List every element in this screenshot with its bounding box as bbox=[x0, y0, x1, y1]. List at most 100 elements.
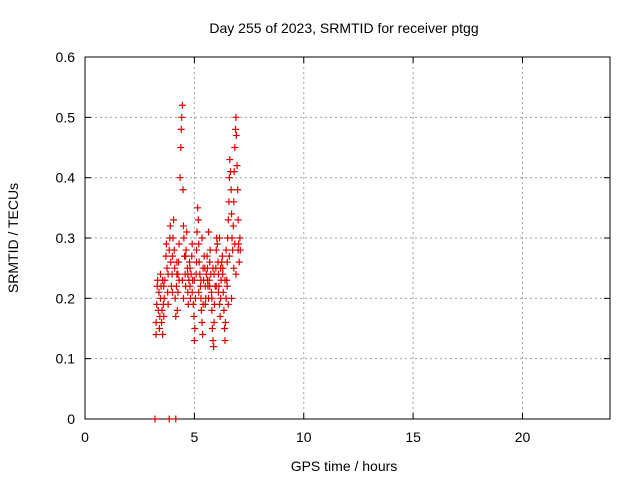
data-point bbox=[212, 246, 220, 254]
data-point bbox=[178, 113, 186, 121]
data-point bbox=[210, 318, 218, 326]
data-point bbox=[178, 276, 186, 284]
data-point bbox=[221, 337, 229, 345]
data-point bbox=[212, 282, 220, 290]
data-point bbox=[209, 264, 217, 272]
data-point bbox=[189, 300, 197, 308]
data-point bbox=[176, 174, 184, 182]
y-tick-label: 0.1 bbox=[56, 351, 76, 367]
data-point bbox=[171, 264, 179, 272]
data-point bbox=[235, 258, 243, 266]
data-point bbox=[179, 294, 187, 302]
data-point bbox=[164, 300, 172, 308]
y-tick-label: 0.3 bbox=[56, 230, 76, 246]
y-tick-label: 0.2 bbox=[56, 290, 76, 306]
data-point bbox=[206, 282, 214, 290]
data-point bbox=[230, 168, 238, 176]
data-point bbox=[226, 156, 234, 164]
data-point bbox=[178, 101, 186, 109]
data-point bbox=[203, 252, 211, 260]
y-tick-label: 0.4 bbox=[56, 170, 76, 186]
data-point bbox=[210, 270, 218, 278]
data-point bbox=[165, 415, 173, 423]
data-point bbox=[177, 125, 185, 133]
y-tick-label: 0 bbox=[67, 411, 75, 427]
data-point bbox=[208, 325, 216, 332]
data-point bbox=[236, 234, 244, 242]
x-tick-label: 0 bbox=[81, 429, 89, 445]
data-point bbox=[173, 258, 181, 266]
data-point bbox=[174, 270, 182, 278]
data-point bbox=[191, 325, 199, 332]
x-axis-title: GPS time / hours bbox=[291, 458, 398, 474]
data-point bbox=[166, 222, 174, 230]
data-point bbox=[223, 258, 231, 266]
data-point bbox=[221, 325, 229, 332]
data-point bbox=[198, 234, 206, 242]
data-point bbox=[167, 258, 175, 266]
data-point bbox=[232, 270, 240, 278]
data-point bbox=[222, 246, 230, 254]
x-tick-label: 15 bbox=[405, 429, 421, 445]
data-point bbox=[160, 282, 168, 290]
data-point bbox=[190, 276, 198, 284]
data-point bbox=[155, 288, 163, 296]
data-point bbox=[205, 228, 213, 236]
data-point bbox=[158, 306, 166, 314]
data-point bbox=[227, 186, 235, 194]
y-tick-label: 0.5 bbox=[56, 109, 76, 125]
data-point bbox=[193, 258, 201, 266]
data-point bbox=[177, 144, 185, 151]
data-point bbox=[169, 252, 176, 260]
data-point bbox=[193, 246, 201, 254]
data-point bbox=[197, 306, 205, 314]
data-point bbox=[208, 294, 216, 302]
data-point bbox=[216, 300, 224, 308]
data-point bbox=[210, 343, 218, 351]
data-point bbox=[186, 264, 194, 272]
data-point bbox=[229, 222, 237, 230]
data-point bbox=[233, 162, 241, 170]
data-point bbox=[224, 300, 232, 308]
data-point bbox=[216, 234, 224, 242]
data-point bbox=[159, 331, 167, 339]
data-point bbox=[188, 252, 196, 260]
data-point bbox=[182, 246, 190, 254]
data-point bbox=[169, 234, 177, 242]
axis-ticks bbox=[84, 56, 610, 420]
y-tick-labels: 0 0.1 0.2 0.3 0.4 0.5 0.6 bbox=[56, 49, 76, 427]
data-point bbox=[220, 306, 228, 314]
data-point bbox=[230, 264, 238, 272]
data-point bbox=[188, 288, 196, 296]
data-point bbox=[197, 276, 205, 284]
data-point bbox=[172, 312, 180, 320]
grid-lines bbox=[85, 57, 610, 419]
data-point bbox=[232, 131, 240, 139]
data-point bbox=[228, 294, 236, 302]
data-point bbox=[231, 144, 239, 151]
data-point bbox=[218, 252, 226, 260]
data-point bbox=[170, 246, 178, 254]
data-point bbox=[223, 282, 231, 290]
y-tick-label: 0.6 bbox=[56, 49, 76, 65]
data-point bbox=[175, 240, 183, 248]
data-point bbox=[219, 270, 227, 278]
data-points bbox=[151, 101, 244, 423]
data-point bbox=[208, 306, 216, 314]
x-tick-label: 20 bbox=[515, 429, 531, 445]
data-point bbox=[162, 252, 170, 260]
data-point bbox=[184, 270, 192, 278]
data-point bbox=[195, 288, 203, 296]
data-point bbox=[153, 300, 161, 308]
data-point bbox=[156, 270, 164, 278]
data-point bbox=[190, 337, 198, 345]
data-point bbox=[230, 198, 238, 206]
data-point bbox=[173, 306, 181, 314]
data-point bbox=[152, 331, 160, 339]
data-point bbox=[171, 294, 179, 302]
data-point bbox=[228, 234, 236, 242]
data-point bbox=[155, 325, 163, 332]
data-point bbox=[159, 276, 167, 284]
data-point bbox=[183, 228, 191, 236]
